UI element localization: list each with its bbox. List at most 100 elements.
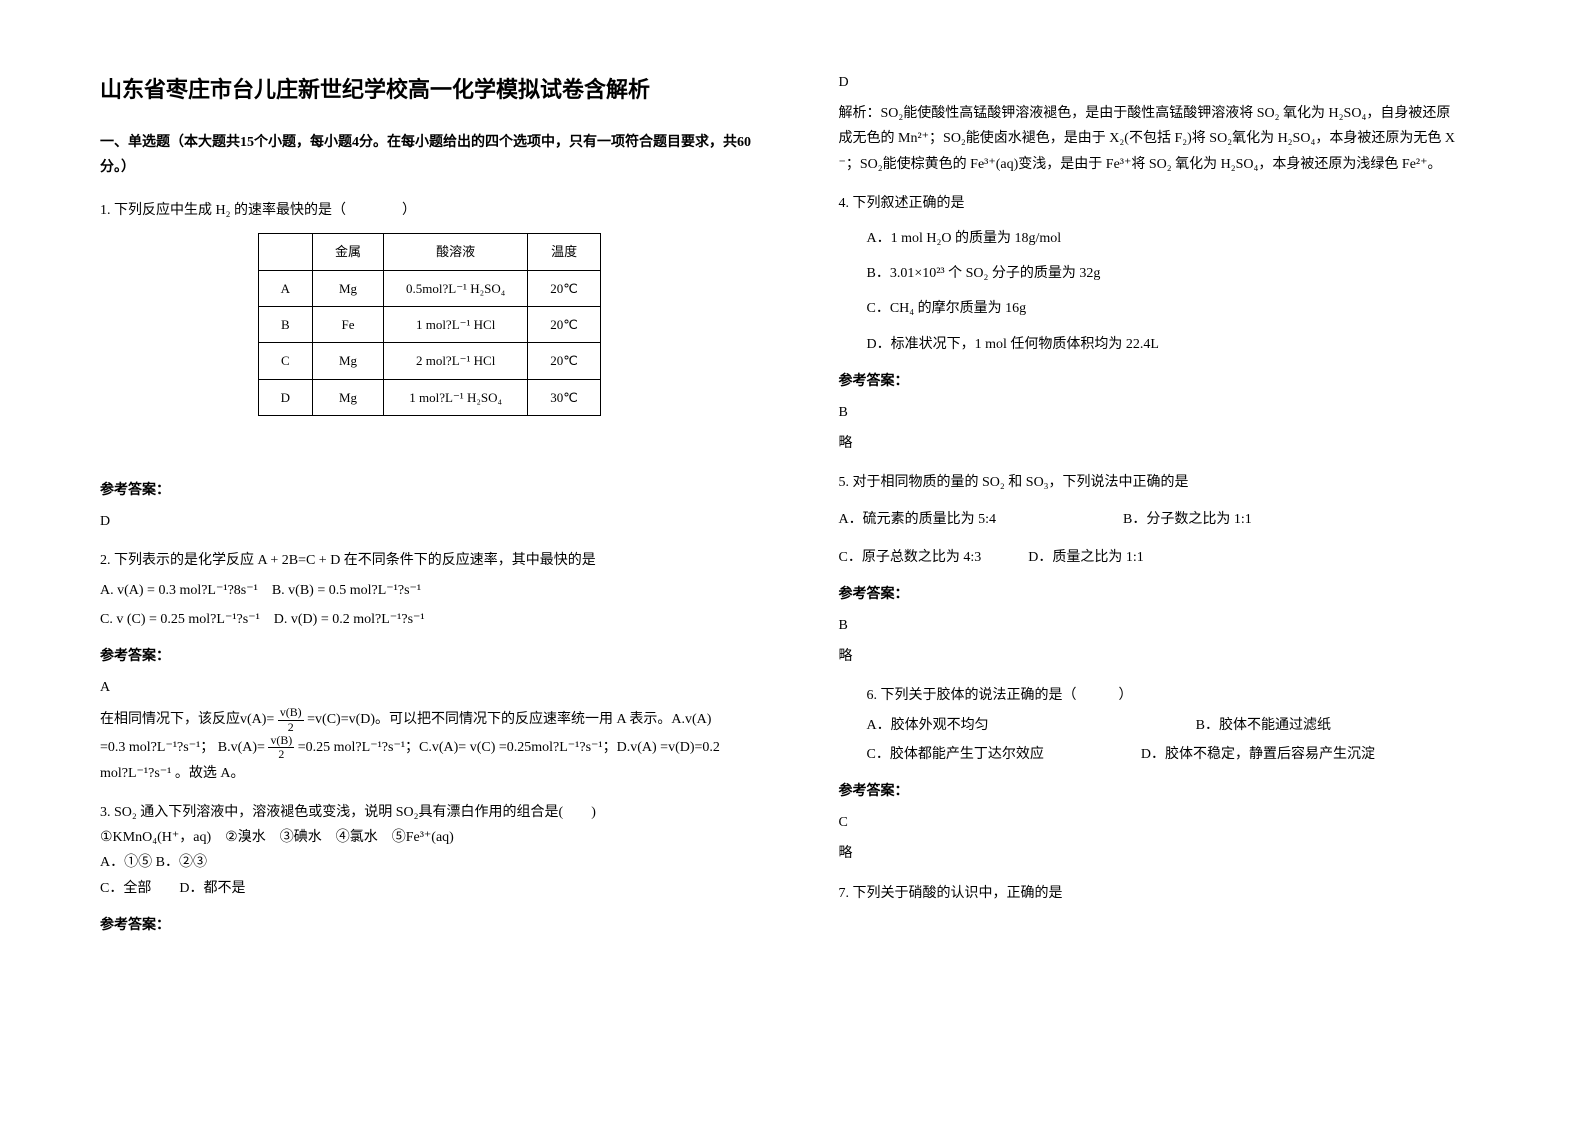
td: A [258, 270, 312, 306]
q2-explain-pre: 在相同情况下，该反应v(A)= [100, 712, 278, 727]
left-column: 山东省枣庄市台儿庄新世纪学校高一化学模拟试卷含解析 一、单选题（本大题共15个小… [100, 70, 799, 1072]
q2-optD: D. v(D) = 0.2 mol?L⁻¹?s⁻¹ [274, 612, 425, 627]
q3-stem: 3. SO₂ 通入下列溶液中，溶液褪色或变浅，说明 SO₂具有漂白作用的组合是(… [100, 800, 759, 825]
q2-explain-line3: mol?L⁻¹?s⁻¹ 。故选 A。 [100, 761, 759, 786]
q3-answer: D [839, 70, 1498, 95]
q4-skip: 略 [839, 431, 1498, 456]
q1-answer: D [100, 509, 759, 534]
table-row: 金属 酸溶液 温度 [258, 234, 600, 270]
page-title: 山东省枣庄市台儿庄新世纪学校高一化学模拟试卷含解析 [100, 70, 759, 110]
q6-optB: B．胶体不能通过滤纸 [1196, 718, 1331, 733]
q7-stem: 7. 下列关于硝酸的认识中，正确的是 [839, 881, 1498, 906]
answer-label: 参考答案： [100, 644, 759, 669]
page: 山东省枣庄市台儿庄新世纪学校高一化学模拟试卷含解析 一、单选题（本大题共15个小… [0, 0, 1587, 1122]
td: 1 mol?L⁻¹ H₂SO₄ [384, 379, 528, 415]
q5-skip: 略 [839, 644, 1498, 669]
td: Fe [313, 306, 384, 342]
q2-optB: B. v(B) = 0.5 mol?L⁻¹?s⁻¹ [272, 583, 421, 598]
table-row: C Mg 2 mol?L⁻¹ HCl 20℃ [258, 343, 600, 379]
question-3-cont: D 解析：SO₂能使酸性高锰酸钾溶液褪色，是由于酸性高锰酸钾溶液将 SO₂ 氧化… [839, 70, 1498, 177]
q2-explain-mid: =v(C)=v(D)。可以把不同情况下的反应速率统一用 A 表示。A.v(A) [307, 712, 711, 727]
td: B [258, 306, 312, 342]
q2-optA: A. v(A) = 0.3 mol?L⁻¹?8s⁻¹ [100, 583, 258, 598]
question-6: 6. 下列关于胶体的说法正确的是（ ） A．胶体外观不均匀 B．胶体不能通过滤纸… [839, 683, 1498, 866]
td: 20℃ [528, 343, 601, 379]
question-2: 2. 下列表示的是化学反应 A + 2B=C + D 在不同条件下的反应速率，其… [100, 548, 759, 786]
answer-label: 参考答案： [839, 582, 1498, 607]
q3-explain1: 解析：SO₂能使酸性高锰酸钾溶液褪色，是由于酸性高锰酸钾溶液将 SO₂ 氧化为 … [839, 101, 1498, 126]
q4-optA: A．1 mol H₂O 的质量为 18g/mol [867, 226, 1498, 251]
td: 20℃ [528, 270, 601, 306]
q2-options-cd: C. v (C) = 0.25 mol?L⁻¹?s⁻¹ D. v(D) = 0.… [100, 607, 759, 632]
td: Mg [313, 379, 384, 415]
q2-explain-line2: =0.3 mol?L⁻¹?s⁻¹； B.v(A)= v(B) 2 =0.25 m… [100, 734, 759, 761]
right-column: D 解析：SO₂能使酸性高锰酸钾溶液褪色，是由于酸性高锰酸钾溶液将 SO₂ 氧化… [799, 70, 1498, 1072]
q2-explain2-post: =0.25 mol?L⁻¹?s⁻¹；C.v(A)= v(C) =0.25mol?… [298, 739, 720, 754]
q5-opts-cd: C．原子总数之比为 4:3 D．质量之比为 1:1 [839, 545, 1498, 570]
frac-den: 2 [268, 748, 294, 761]
table-row: A Mg 0.5mol?L⁻¹ H₂SO₄ 20℃ [258, 270, 600, 306]
question-5: 5. 对于相同物质的量的 SO₂ 和 SO₃，下列说法中正确的是 A．硫元素的质… [839, 470, 1498, 669]
q4-optB: B．3.01×10²³ 个 SO₂ 分子的质量为 32g [867, 261, 1498, 286]
td: Mg [313, 270, 384, 306]
q2-explain2-pre: =0.3 mol?L⁻¹?s⁻¹； B.v(A)= [100, 739, 268, 754]
td: 1 mol?L⁻¹ HCl [384, 306, 528, 342]
frac-num: v(B) [268, 734, 294, 748]
q4-optC: C．CH₄ 的摩尔质量为 16g [867, 296, 1498, 321]
q6-opts-cd: C．胶体都能产生丁达尔效应 D．胶体不稳定，静置后容易产生沉淀 [867, 742, 1498, 767]
answer-label: 参考答案： [100, 913, 759, 938]
q5-optC: C．原子总数之比为 4:3 [839, 550, 982, 565]
q1-table: 金属 酸溶液 温度 A Mg 0.5mol?L⁻¹ H₂SO₄ 20℃ B Fe… [258, 233, 601, 416]
q3-opts-ab: A．①⑤ B．②③ [100, 850, 759, 875]
q4-optD: D．标准状况下，1 mol 任何物质体积均为 22.4L [867, 332, 1498, 357]
q6-opts-ab: A．胶体外观不均匀 B．胶体不能通过滤纸 [867, 713, 1498, 738]
td: 20℃ [528, 306, 601, 342]
q2-explain-line1: 在相同情况下，该反应v(A)= v(B) 2 =v(C)=v(D)。可以把不同情… [100, 706, 759, 733]
q6-stem: 6. 下列关于胶体的说法正确的是（ ） [839, 683, 1498, 708]
q5-optD: D．质量之比为 1:1 [1028, 550, 1144, 565]
q3-opts-cd: C．全部 D．都不是 [100, 876, 759, 901]
fraction: v(B) 2 [278, 706, 304, 733]
fraction: v(B) 2 [268, 734, 294, 761]
td: Mg [313, 343, 384, 379]
frac-num: v(B) [278, 706, 304, 720]
td: 2 mol?L⁻¹ HCl [384, 343, 528, 379]
td: D [258, 379, 312, 415]
answer-label: 参考答案： [100, 478, 759, 503]
table-row: D Mg 1 mol?L⁻¹ H₂SO₄ 30℃ [258, 379, 600, 415]
q1-stem: 1. 下列反应中生成 H₂ 的速率最快的是（ ） [100, 198, 759, 223]
q2-optC: C. v (C) = 0.25 mol?L⁻¹?s⁻¹ [100, 612, 260, 627]
th: 金属 [313, 234, 384, 270]
th: 温度 [528, 234, 601, 270]
question-1: 1. 下列反应中生成 H₂ 的速率最快的是（ ） 金属 酸溶液 温度 A Mg … [100, 198, 759, 535]
q5-answer: B [839, 613, 1498, 638]
q3-explain3: ⁻；SO₂能使棕黄色的 Fe³⁺(aq)变浅，是由于 Fe³⁺将 SO₂ 氧化为… [839, 152, 1498, 177]
td: 0.5mol?L⁻¹ H₂SO₄ [384, 270, 528, 306]
frac-den: 2 [278, 721, 304, 734]
q5-opts-ab: A．硫元素的质量比为 5:4 B．分子数之比为 1:1 [839, 507, 1498, 532]
q6-optA: A．胶体外观不均匀 [867, 718, 989, 733]
question-4: 4. 下列叙述正确的是 A．1 mol H₂O 的质量为 18g/mol B．3… [839, 191, 1498, 457]
q5-optB: B．分子数之比为 1:1 [1123, 512, 1252, 527]
q6-optD: D．胶体不稳定，静置后容易产生沉淀 [1141, 747, 1375, 762]
th: 酸溶液 [384, 234, 528, 270]
q5-stem: 5. 对于相同物质的量的 SO₂ 和 SO₃，下列说法中正确的是 [839, 470, 1498, 495]
q3-explain2: 成无色的 Mn²⁺；SO₂能使卤水褪色，是由于 X₂(不包括 F₂)将 SO₂氧… [839, 126, 1498, 151]
th [258, 234, 312, 270]
question-7: 7. 下列关于硝酸的认识中，正确的是 [839, 881, 1498, 906]
q3-line2: ①KMnO₄(H⁺，aq) ②溴水 ③碘水 ④氯水 ⑤Fe³⁺(aq) [100, 825, 759, 850]
q6-skip: 略 [839, 841, 1498, 866]
q2-answer: A [100, 675, 759, 700]
answer-label: 参考答案： [839, 369, 1498, 394]
q5-optA: A．硫元素的质量比为 5:4 [839, 512, 997, 527]
table-row: B Fe 1 mol?L⁻¹ HCl 20℃ [258, 306, 600, 342]
q4-stem: 4. 下列叙述正确的是 [839, 191, 1498, 216]
answer-label: 参考答案： [839, 779, 1498, 804]
q6-optC: C．胶体都能产生丁达尔效应 [867, 747, 1044, 762]
td: 30℃ [528, 379, 601, 415]
q2-options-ab: A. v(A) = 0.3 mol?L⁻¹?8s⁻¹ B. v(B) = 0.5… [100, 578, 759, 603]
td: C [258, 343, 312, 379]
q4-options: A．1 mol H₂O 的质量为 18g/mol B．3.01×10²³ 个 S… [839, 226, 1498, 357]
section-intro: 一、单选题（本大题共15个小题，每小题4分。在每小题给出的四个选项中，只有一项符… [100, 130, 759, 180]
q6-answer: C [839, 810, 1498, 835]
